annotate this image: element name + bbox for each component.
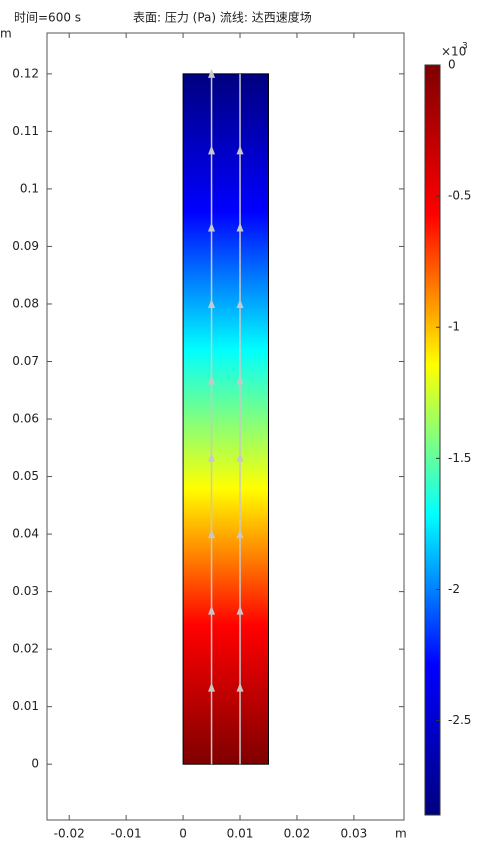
streamline-arrow [208, 375, 216, 385]
colorbar-tick-label: -2 [448, 582, 460, 596]
y-tick-label: 0.03 [12, 584, 39, 598]
streamline-arrow [208, 529, 216, 539]
streamline-arrow [236, 298, 244, 308]
streamline-arrow [236, 682, 244, 692]
colorbar [424, 64, 441, 816]
streamline-arrow [236, 529, 244, 539]
y-tick-label: 0.1 [20, 181, 39, 195]
y-tick-label: 0.04 [12, 527, 39, 541]
streamline-arrow [208, 298, 216, 308]
colorbar-tick-label: 0 [448, 58, 456, 72]
y-tick-label: 0.02 [12, 642, 39, 656]
streamline-arrow [208, 145, 216, 155]
time-label: 时间=600 s [14, 11, 81, 25]
x-tick-label: -0.02 [54, 827, 85, 841]
x-tick-label: 0.02 [284, 827, 311, 841]
y-tick-label: 0.08 [12, 296, 39, 310]
y-tick-label: 0.12 [12, 66, 39, 80]
colorbar-tick-label: -2.5 [448, 713, 471, 727]
streamline-arrow [208, 452, 216, 462]
x-tick-label: 0.03 [341, 827, 368, 841]
plot-frame [46, 32, 405, 821]
x-tick-label: 0.01 [227, 827, 254, 841]
chart-title: 表面: 压力 (Pa) 流线: 达西速度场 [133, 10, 312, 25]
y-tick-label: 0.05 [12, 469, 39, 483]
y-tick-label: 0.06 [12, 412, 39, 426]
surface [182, 73, 269, 765]
y-unit: m [0, 27, 12, 41]
streamline-arrow [236, 375, 244, 385]
y-tick-label: 0 [31, 757, 39, 771]
colorbar-tick-label: -0.5 [448, 189, 471, 203]
y-tick-label: 0.01 [12, 699, 39, 713]
y-tick-label: 0.11 [12, 124, 39, 138]
colorbar-tick-label: -1 [448, 320, 460, 334]
color-multiplier: ×10 [441, 45, 466, 59]
y-tick-label: 0.09 [12, 239, 39, 253]
streamline-arrow [208, 682, 216, 692]
x-tick-label: 0 [179, 827, 187, 841]
streamline-arrow [236, 222, 244, 232]
streamline-arrow [208, 605, 216, 615]
streamline-arrow [208, 222, 216, 232]
streamline-arrow [208, 68, 216, 78]
color-multiplier-exp: 3 [462, 42, 468, 52]
streamline-arrow [236, 452, 244, 462]
x-unit: m [395, 827, 407, 841]
streamline-arrow [236, 605, 244, 615]
y-tick-label: 0.07 [12, 354, 39, 368]
streamline-arrow [236, 145, 244, 155]
x-tick-label: -0.01 [111, 827, 142, 841]
colorbar-tick-label: -1.5 [448, 451, 471, 465]
